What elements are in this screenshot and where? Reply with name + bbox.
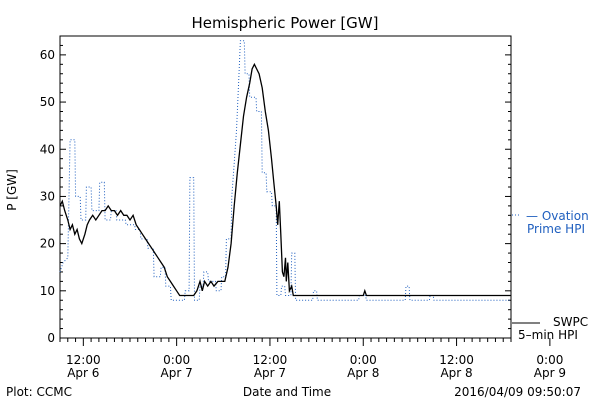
x-tick-label-time: 0:00 [536,353,563,367]
x-tick-label-date: Apr 8 [440,366,472,380]
x-axis-label: Date and Time [243,385,331,399]
x-tick-label-date: Apr 7 [161,366,193,380]
y-tick-label: 20 [40,237,55,251]
x-tick-label-time: 12:00 [439,353,474,367]
legend-ovation-line1: — Ovation [526,209,589,223]
x-tick-label-date: Apr 7 [254,366,286,380]
x-tick-label-time: 0:00 [163,353,190,367]
series-line-ovation-prime [59,40,511,301]
series-layer [59,40,511,301]
footer-plot-credit: Plot: CCMC [6,385,72,399]
series-line-swpc [59,62,511,297]
x-tick-label-time: 12:00 [66,353,101,367]
chart-title: Hemispheric Power [GW] [192,14,379,32]
y-tick-label: 10 [40,284,55,298]
y-axis-ticks: 0 10 20 30 40 50 60 [40,35,511,345]
x-tick-label-time: 12:00 [253,353,288,367]
y-tick-label: 40 [40,142,55,156]
footer-timestamp: 2016/04/09 09:50:07 [454,385,581,399]
y-tick-label: 50 [40,95,55,109]
legend-swpc-line1: SWPC [553,315,588,329]
y-axis-label: P [GW] [5,169,19,211]
y-tick-label: 30 [40,189,55,203]
x-tick-label-time: 0:00 [350,353,377,367]
x-tick-label-date: Apr 8 [347,366,379,380]
legend-ovation-line2: Prime HPI [527,222,585,236]
y-tick-label: 60 [40,48,55,62]
x-tick-label-date: Apr 9 [534,366,566,380]
x-tick-label-date: Apr 6 [67,366,99,380]
legend-swpc-line2: 5–min HPI [518,328,578,342]
y-tick-label: 0 [47,331,55,345]
